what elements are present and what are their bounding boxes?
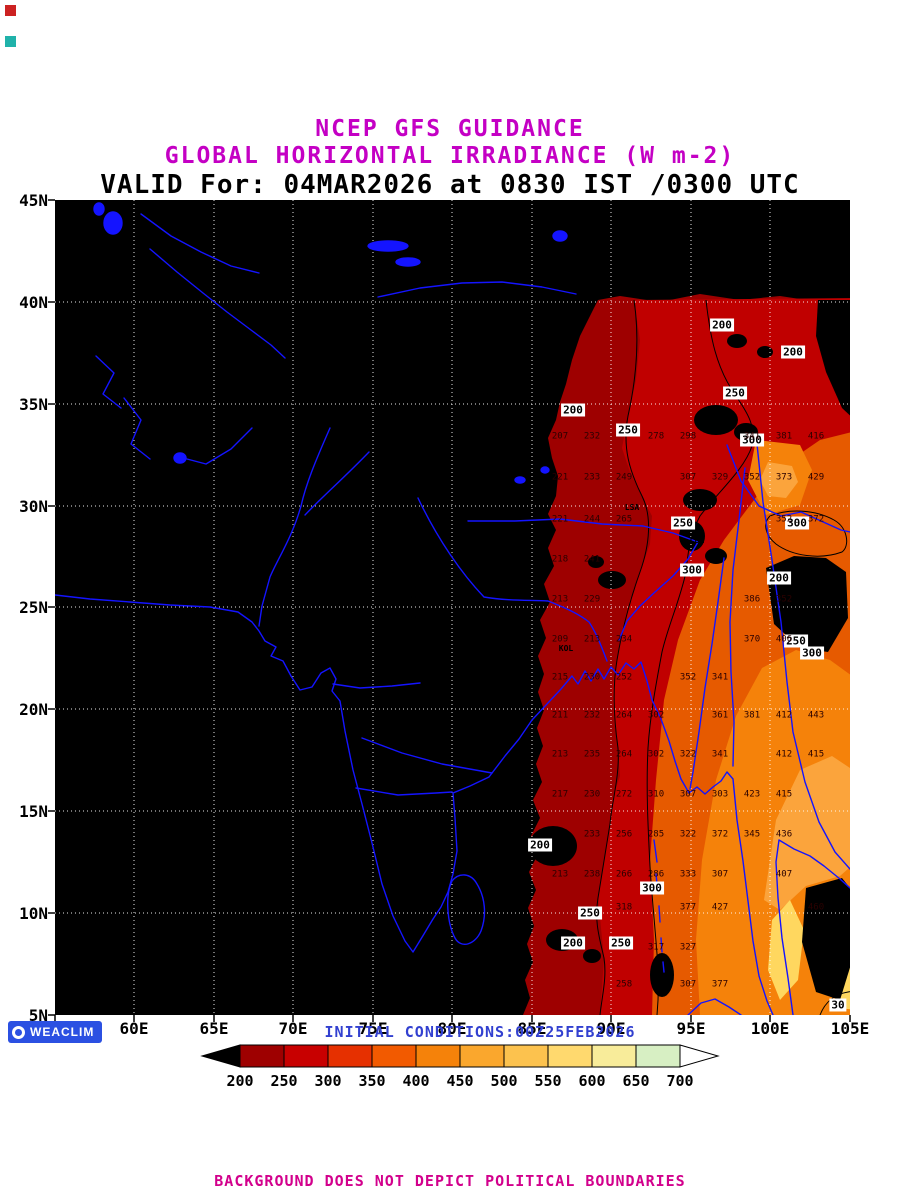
colorbar-tick-label: 400 (402, 1072, 430, 1090)
coastline-sri-lanka (447, 874, 486, 946)
colorbar-segment (283, 1044, 329, 1068)
colorbar-tick-label: 300 (314, 1072, 342, 1090)
colorbar-tick-label: 600 (578, 1072, 606, 1090)
low-irradiance-patch (694, 405, 738, 435)
low-irradiance-patch (802, 878, 850, 1000)
colorbar-tick-label: 700 (666, 1072, 694, 1090)
graticule-layer (55, 200, 850, 1015)
colorbar-tick-label: 200 (226, 1072, 254, 1090)
lake-issyk-kul (395, 257, 421, 267)
colorbar-segment (503, 1044, 549, 1068)
field-zone-450-500-a (768, 900, 804, 1000)
colorbar-segment (371, 1044, 417, 1068)
valid-time-title: VALID For: 04MAR2026 at 0830 IST /0300 U… (100, 170, 800, 200)
corner-mark-teal (5, 36, 16, 47)
low-irradiance-patch (588, 556, 604, 568)
river-amu-darya (149, 248, 286, 359)
river-indus (258, 427, 331, 627)
irradiance-field-layer (523, 294, 850, 1015)
colorbar-svg (200, 1044, 720, 1068)
colorbar-tick-label: 250 (270, 1072, 298, 1090)
contour-line-300 (646, 299, 754, 1015)
river-iran-interior-2 (123, 397, 151, 460)
field-zone-400-450-lower (764, 756, 850, 910)
corner-mark-red (5, 5, 16, 16)
coastline-mainland (55, 594, 774, 1015)
weaclim-logo-icon (12, 1025, 25, 1039)
colorbar-segment (239, 1044, 285, 1068)
colorbar-tick-label: 350 (358, 1072, 386, 1090)
colorbar-left-arrow (200, 1044, 241, 1068)
river-krishna (355, 787, 453, 796)
weaclim-logo: WEACLIM (8, 1021, 103, 1043)
colorbar-right-arrow (679, 1044, 720, 1068)
disclaimer-text: BACKGROUND DOES NOT DEPICT POLITICAL BOU… (214, 1172, 686, 1190)
contour-line-300-corner (819, 991, 850, 1015)
low-irradiance-patch (734, 423, 758, 441)
low-irradiance-patch (757, 346, 773, 358)
initial-conditions-text: INITIAL CONDITIONS:00Z25FEB2026 (324, 1023, 636, 1041)
low-irradiance-patch (683, 489, 717, 511)
lake-balkhash (367, 240, 409, 252)
river-tarim (377, 281, 577, 298)
river-ganges (417, 497, 608, 662)
colorbar-segment (591, 1044, 637, 1068)
river-brahmaputra (467, 518, 699, 641)
river-mekong (756, 443, 850, 870)
low-irradiance-patch (546, 929, 578, 951)
colorbar-segment (459, 1044, 505, 1068)
lake-bosten (552, 230, 568, 242)
lake-aral-east (103, 211, 123, 235)
river-syr-darya (140, 213, 260, 274)
colorbar-tick-label: 650 (622, 1072, 650, 1090)
lake-tibet-2 (540, 466, 550, 474)
low-irradiance-patch (650, 953, 674, 997)
page-title: NCEP GFS GUIDANCE (315, 116, 585, 142)
river-salween (729, 467, 746, 767)
colorbar-labels: 200 250 300 350 400 450 500 550 600 650 700 (200, 1072, 760, 1092)
page-subtitle: GLOBAL HORIZONTAL IRRADIANCE (W m-2) (164, 143, 736, 169)
river-iran-interior-1 (95, 355, 122, 409)
colorbar-segment (635, 1044, 681, 1068)
lake-sistan (173, 452, 187, 464)
weaclim-logo-text: WEACLIM (30, 1025, 95, 1039)
colorbar-tick-label: 550 (534, 1072, 562, 1090)
lake-aral-north (93, 202, 105, 216)
low-irradiance-patch (583, 949, 601, 963)
low-irradiance-patch (727, 334, 747, 348)
low-irradiance-patch (816, 300, 850, 416)
river-helmand (186, 427, 253, 465)
colorbar-segment (327, 1044, 373, 1068)
low-irradiance-patch (529, 826, 577, 866)
colorbar-segment (415, 1044, 461, 1068)
low-irradiance-patch (705, 548, 727, 564)
contour-line-300-closed (765, 510, 848, 557)
river-godavari (361, 737, 493, 774)
colorbar-tick-label: 500 (490, 1072, 518, 1090)
colorbar-tick-label: 450 (446, 1072, 474, 1090)
river-sutlej (304, 451, 370, 516)
coastline-sumatra (687, 998, 742, 1015)
geography-layer (55, 202, 850, 1015)
axis-tick-layer (48, 199, 851, 1022)
low-irradiance-patch (598, 571, 626, 589)
lake-tibet-1 (514, 476, 526, 484)
coastline-gulf-of-thailand (775, 839, 850, 1015)
colorbar-segment (547, 1044, 593, 1068)
river-irrawaddy (689, 557, 725, 790)
river-narmada (332, 682, 421, 689)
colorbar (200, 1044, 760, 1068)
river-yangtze (726, 444, 850, 533)
